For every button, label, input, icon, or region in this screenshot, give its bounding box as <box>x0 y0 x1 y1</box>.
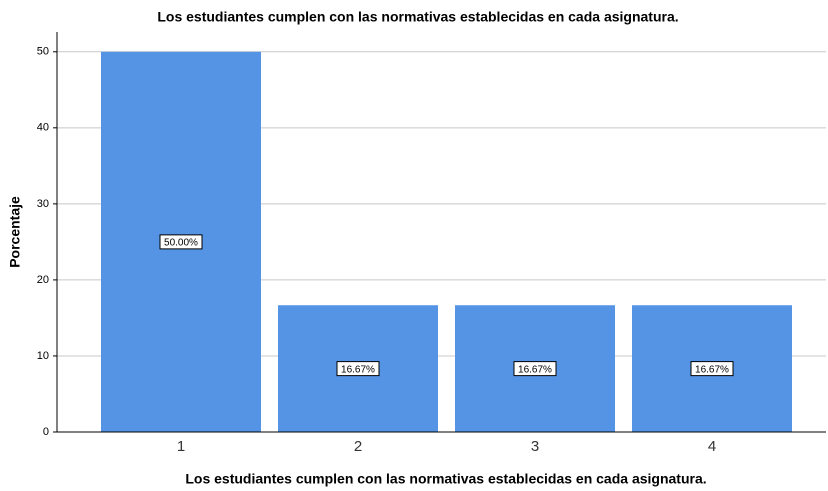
value-label-box <box>513 361 557 377</box>
value-label-box <box>159 234 203 250</box>
y-tick-label: 0 <box>43 426 49 438</box>
y-tick-label: 10 <box>37 350 49 362</box>
chart-title: Los estudiantes cumplen con las normativ… <box>157 9 678 25</box>
y-tick-label: 40 <box>37 122 49 134</box>
x-tick-label: 3 <box>531 438 539 455</box>
value-label: 16.67% <box>695 364 729 375</box>
y-tick-label: 20 <box>37 274 49 286</box>
x-tick-label: 2 <box>354 438 362 455</box>
x-tick-label: 1 <box>177 438 185 455</box>
x-tick-label: 4 <box>708 438 716 455</box>
y-axis-label: Porcentaje <box>7 196 23 268</box>
value-label: 16.67% <box>341 364 375 375</box>
value-label: 16.67% <box>518 364 552 375</box>
y-tick-label: 30 <box>37 198 49 210</box>
y-tick-label: 50 <box>37 46 49 58</box>
value-label-box <box>336 361 380 377</box>
value-label: 50.00% <box>164 238 198 249</box>
x-axis-label: Los estudiantes cumplen con las normativ… <box>185 471 706 487</box>
value-label-box <box>690 361 734 377</box>
